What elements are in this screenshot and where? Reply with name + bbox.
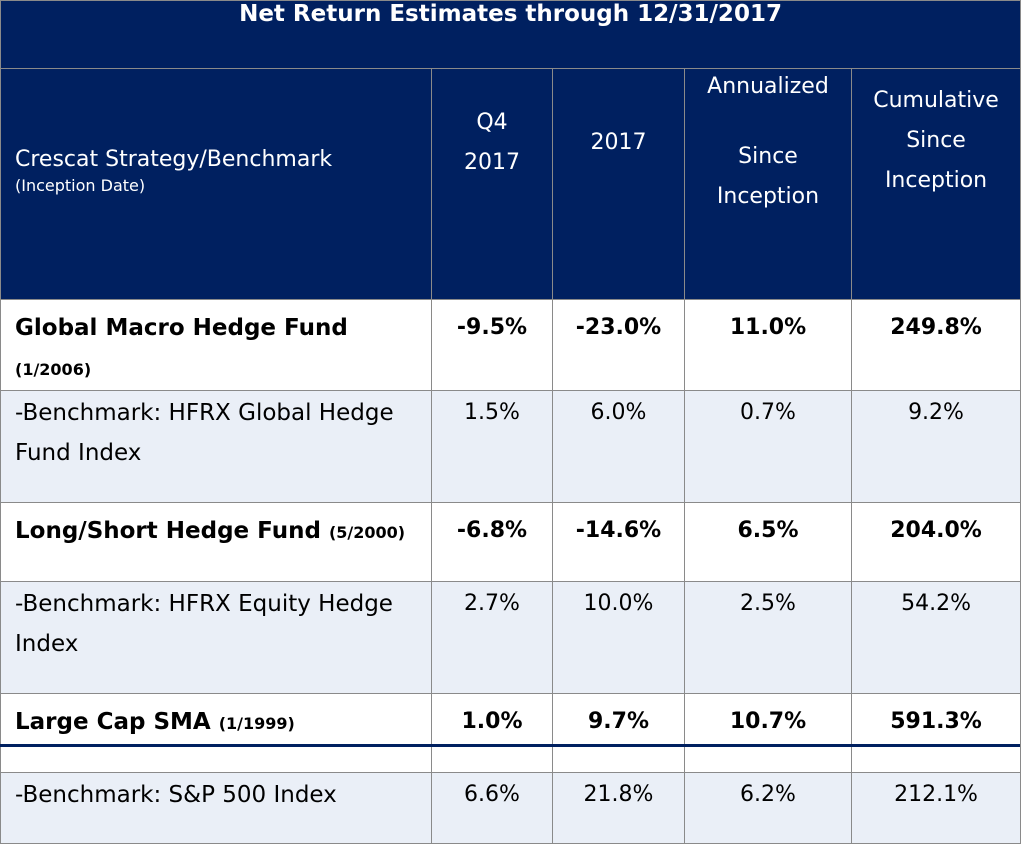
header-cumulative-line1: Cumulative	[873, 88, 999, 113]
q4-value: 1.5%	[431, 390, 553, 503]
row-strategy-name: Large Cap SMA (1/1999)	[0, 693, 432, 773]
annualized-value: 11.0%	[684, 299, 852, 391]
table-row: -Benchmark: S&P 500 Index 6.6% 21.8% 6.2…	[0, 772, 1021, 844]
header-cumulative: Cumulative Since Inception	[850, 68, 1021, 300]
header-strategy: Crescat Strategy/Benchmark (Inception Da…	[0, 68, 432, 300]
header-cumulative-line2: Since	[906, 128, 966, 153]
header-strategy-sub: (Inception Date)	[15, 176, 146, 195]
year-value: 10.0%	[552, 581, 685, 694]
row-benchmark-name: -Benchmark: S&P 500 Index	[0, 772, 432, 844]
fund-name: Long/Short Hedge Fund	[15, 518, 321, 544]
header-cumulative-line3: Inception	[884, 168, 988, 193]
year-value: 21.8%	[552, 772, 685, 844]
header-annualized-line1: Annualized	[707, 74, 829, 99]
header-year: 2017	[552, 68, 685, 300]
benchmark-name-line2: Fund Index	[15, 440, 142, 466]
inception-date: (1/1999)	[218, 714, 295, 733]
q4-value: -6.8%	[431, 502, 553, 582]
table-row: Large Cap SMA (1/1999) 1.0% 9.7% 10.7% 5…	[0, 693, 1021, 773]
annualized-value: 6.5%	[684, 502, 852, 582]
header-strategy-label: Crescat Strategy/Benchmark	[15, 147, 333, 172]
annualized-value: 6.2%	[684, 772, 852, 844]
table-row: -Benchmark: HFRX Global Hedge Fund Index …	[0, 390, 1021, 503]
row-benchmark-name: -Benchmark: HFRX Equity Hedge Index	[0, 581, 432, 694]
header-annualized-line3: Inception	[716, 184, 820, 209]
row-benchmark-name: -Benchmark: HFRX Global Hedge Fund Index	[0, 390, 432, 503]
fund-name: Global Macro Hedge Fund	[15, 315, 348, 341]
q4-value: 1.0%	[431, 693, 553, 773]
cumulative-value: 212.1%	[850, 772, 1021, 844]
benchmark-name-line1: -Benchmark: HFRX Equity Hedge	[15, 591, 393, 617]
year-value: 6.0%	[552, 390, 685, 503]
annualized-value: 2.5%	[684, 581, 852, 694]
table-row: Global Macro Hedge Fund (1/2006) -9.5% -…	[0, 299, 1021, 391]
header-q4: Q4 2017	[431, 68, 553, 300]
benchmark-name-line2: Index	[15, 631, 79, 657]
header-year-label: 2017	[590, 130, 647, 155]
header-q4-line1: Q4	[476, 110, 508, 135]
header-annualized: Annualized Since Inception	[684, 68, 852, 300]
inception-date: (1/2006)	[15, 360, 92, 379]
bottom-border-rule	[0, 744, 1020, 747]
inception-date: (5/2000)	[328, 523, 406, 542]
annualized-value: 10.7%	[684, 693, 852, 773]
benchmark-name-line1: -Benchmark: S&P 500 Index	[15, 782, 337, 808]
year-value: -23.0%	[552, 299, 685, 391]
cumulative-value: 204.0%	[850, 502, 1021, 582]
benchmark-name-line1: -Benchmark: HFRX Global Hedge	[15, 400, 394, 426]
q4-value: 2.7%	[431, 581, 553, 694]
table-title: Net Return Estimates through 12/31/2017	[0, 0, 1021, 69]
table-row: Long/Short Hedge Fund (5/2000) -6.8% -14…	[0, 502, 1021, 582]
year-value: 9.7%	[552, 693, 685, 773]
fund-name: Large Cap SMA	[15, 709, 211, 735]
cumulative-value: 249.8%	[850, 299, 1021, 391]
header-q4-line2: 2017	[464, 150, 520, 175]
table-row: -Benchmark: HFRX Equity Hedge Index 2.7% …	[0, 581, 1021, 694]
year-value: -14.6%	[552, 502, 685, 582]
header-row: Crescat Strategy/Benchmark (Inception Da…	[0, 68, 1021, 300]
cumulative-value: 54.2%	[850, 581, 1021, 694]
row-strategy-name: Long/Short Hedge Fund (5/2000)	[0, 502, 432, 582]
q4-value: 6.6%	[431, 772, 553, 844]
cumulative-value: 591.3%	[850, 693, 1021, 773]
q4-value: -9.5%	[431, 299, 553, 391]
title-row: Net Return Estimates through 12/31/2017	[0, 0, 1021, 69]
row-strategy-name: Global Macro Hedge Fund (1/2006)	[0, 299, 432, 391]
annualized-value: 0.7%	[684, 390, 852, 503]
cumulative-value: 9.2%	[850, 390, 1021, 503]
header-annualized-line2: Since	[738, 144, 798, 169]
